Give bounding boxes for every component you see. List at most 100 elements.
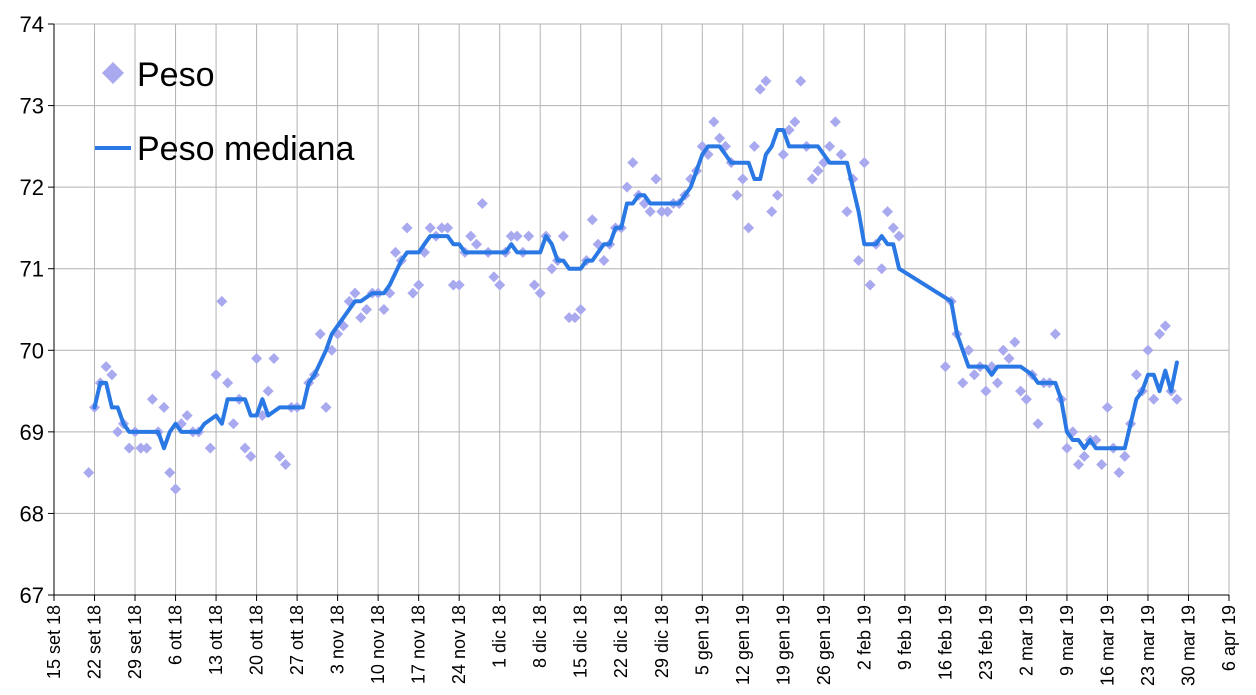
peso-point [424, 222, 436, 234]
peso-point [760, 75, 772, 87]
x-tick-label: 24 nov 18 [449, 605, 469, 684]
peso-point [997, 344, 1009, 356]
y-tick-label: 74 [20, 12, 44, 37]
peso-point [390, 246, 402, 258]
peso-point [251, 352, 263, 364]
peso-point [262, 385, 274, 397]
peso-point [210, 369, 222, 381]
peso-point [280, 458, 292, 470]
peso-point [1015, 385, 1027, 397]
peso-point [772, 189, 784, 201]
peso-point [106, 369, 118, 381]
y-tick-label: 69 [20, 420, 44, 445]
grid-lines [53, 23, 1230, 596]
peso-point [523, 230, 535, 242]
legend-peso-mediana-label: Peso mediana [137, 130, 354, 168]
legend-peso-label: Peso [137, 56, 215, 94]
x-tick-labels: 15 set 18 22 set 18 29 set 18 6 ott 18 13 ot… [44, 605, 1239, 686]
peso-point [1078, 450, 1090, 462]
peso-point [621, 181, 633, 193]
peso-point [777, 149, 789, 161]
peso-point [181, 410, 193, 422]
peso-point [1159, 320, 1171, 332]
peso-point [1032, 418, 1044, 430]
x-tick-label: 8 dic 18 [530, 605, 550, 668]
peso-point [991, 377, 1003, 389]
y-tick-label: 71 [20, 257, 44, 282]
peso-point [164, 467, 176, 479]
peso-point [656, 206, 668, 218]
peso-point [511, 230, 523, 242]
peso-point [1009, 336, 1021, 348]
peso-point [1148, 393, 1160, 405]
peso-point [436, 222, 448, 234]
peso-point [355, 312, 367, 324]
peso-point [83, 467, 95, 479]
peso-point [204, 442, 216, 454]
x-tick-label: 19 gen 19 [773, 605, 793, 685]
x-tick-label: 16 feb 19 [935, 605, 955, 680]
x-tick-label: 3 nov 18 [328, 605, 348, 674]
peso-point [320, 401, 332, 413]
peso-point [743, 222, 755, 234]
x-tick-label: 2 mar 19 [1016, 605, 1036, 676]
peso-point [586, 214, 598, 226]
peso-point [789, 116, 801, 128]
x-tick-label: 26 gen 19 [814, 605, 834, 685]
x-tick-label: 15 dic 18 [571, 605, 591, 678]
peso-point [1119, 450, 1131, 462]
peso-point [748, 140, 760, 152]
peso-point [227, 418, 239, 430]
peso-point [812, 165, 824, 177]
peso-point [835, 149, 847, 161]
peso-point [158, 401, 170, 413]
peso-point [1049, 328, 1061, 340]
peso-point [135, 442, 147, 454]
x-tick-label: 29 dic 18 [652, 605, 672, 678]
peso-point [274, 450, 286, 462]
x-tick-label: 9 mar 19 [1057, 605, 1077, 676]
peso-point [598, 255, 610, 267]
peso-point [534, 287, 546, 299]
peso-point [465, 230, 477, 242]
peso-point [268, 352, 280, 364]
peso-point [795, 75, 807, 87]
peso-point [453, 279, 465, 291]
y-tick-labels: 67 68 69 70 71 72 73 74 [20, 12, 44, 608]
peso-point [505, 230, 517, 242]
x-tick-label: 23 feb 19 [976, 605, 996, 680]
peso-point [170, 483, 182, 495]
peso-point [557, 230, 569, 242]
peso-point [100, 361, 112, 373]
peso-point [575, 304, 587, 315]
peso-point [563, 312, 575, 324]
legend-item-peso: Peso [102, 56, 215, 94]
x-tick-label: 12 gen 19 [733, 605, 753, 685]
peso-point [476, 197, 488, 209]
peso-point [123, 442, 135, 454]
y-tick-label: 68 [20, 501, 44, 526]
x-tick-label: 1 dic 18 [490, 605, 510, 668]
peso-point [708, 116, 720, 128]
peso-point [957, 377, 969, 389]
peso-point [471, 238, 483, 250]
x-tick-label: 2 feb 19 [854, 605, 874, 670]
peso-point [627, 157, 639, 169]
legend-item-peso-mediana: Peso mediana [95, 130, 354, 168]
peso-point [858, 157, 870, 169]
peso-point [528, 279, 540, 291]
peso-point [146, 393, 158, 405]
peso-point [1113, 467, 1125, 479]
peso-point [853, 255, 865, 267]
peso-point [754, 83, 766, 95]
peso-point [378, 304, 390, 315]
peso-point [447, 279, 459, 291]
x-tick-label: 16 mar 19 [1097, 605, 1117, 686]
peso-point [968, 369, 980, 381]
x-tick-label: 22 dic 18 [611, 605, 631, 678]
x-tick-label: 23 mar 19 [1138, 605, 1158, 686]
peso-point [222, 377, 234, 389]
y-tick-label: 67 [20, 583, 44, 608]
x-tick-label: 30 mar 19 [1178, 605, 1198, 686]
